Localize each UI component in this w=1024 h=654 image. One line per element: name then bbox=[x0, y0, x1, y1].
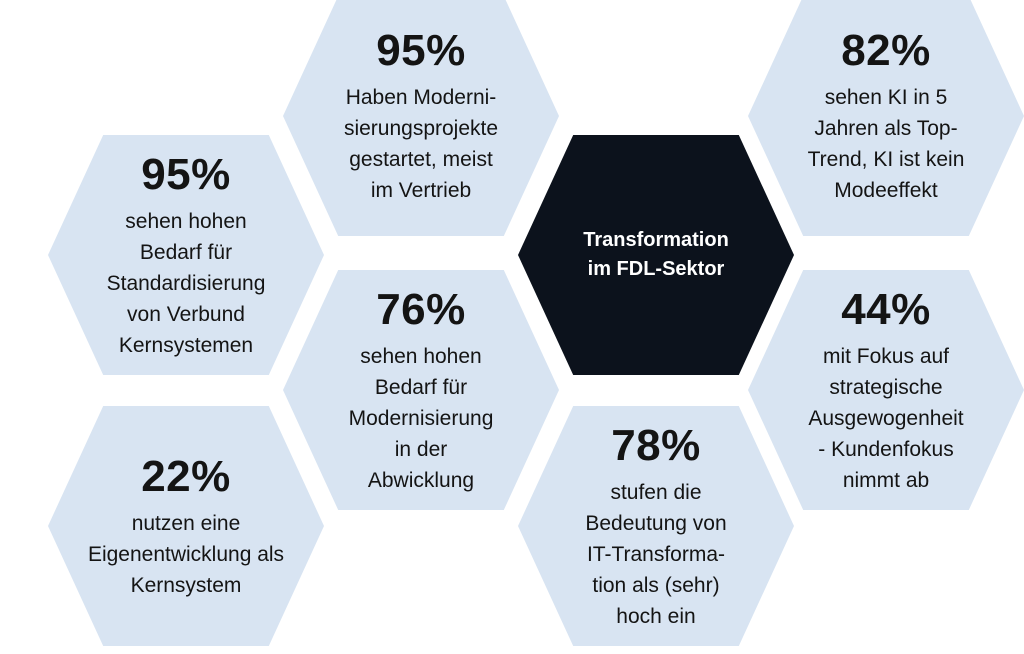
center-title: Transformation im FDL-Sektor bbox=[583, 229, 729, 280]
hex-standardization: 95% sehen hohen Bedarf für Standardisier… bbox=[48, 135, 324, 375]
hex-text: nutzen eine Eigenentwicklung als Kernsys… bbox=[87, 511, 285, 597]
hex-strategic-balance: 44% mit Fokus auf strategische Ausgewoge… bbox=[748, 270, 1024, 510]
hex-percent: 82% bbox=[841, 26, 931, 75]
hex-modernization-processing: 76% sehen hohen Bedarf für Modernisierun… bbox=[283, 270, 559, 510]
hex-percent: 78% bbox=[611, 420, 701, 470]
hex-percent: 95% bbox=[376, 26, 466, 75]
hex-text: mit Fokus auf strategische Ausgewogenhei… bbox=[808, 344, 964, 492]
hex-percent: 44% bbox=[841, 284, 931, 334]
hex-center-title: Transformation im FDL-Sektor bbox=[518, 135, 794, 375]
hex-it-transformation: 78% stufen die Bedeutung von IT-Transfor… bbox=[518, 406, 794, 646]
hex-text: sehen KI in 5 Jahren als Top- Trend, KI … bbox=[807, 86, 965, 202]
hex-percent: 22% bbox=[141, 451, 231, 501]
hex-modernization-projects: 95% Haben Moderni- sierungsprojekte gest… bbox=[283, 0, 559, 236]
hex-text: sehen hohen Bedarf für Standardisierung … bbox=[106, 209, 266, 357]
hex-text: stufen die Bedeutung von IT-Transforma- … bbox=[585, 480, 727, 628]
hex-ki-top-trend: 82% sehen KI in 5 Jahren als Top- Trend,… bbox=[748, 0, 1024, 236]
hex-text: sehen hohen Bedarf für Modernisierung in… bbox=[348, 344, 494, 492]
hex-percent: 95% bbox=[141, 149, 231, 199]
hex-text: Haben Moderni- sierungsprojekte gestarte… bbox=[343, 86, 499, 202]
hex-own-development: 22% nutzen eine Eigenentwicklung als Ker… bbox=[48, 406, 324, 646]
hex-percent: 76% bbox=[376, 284, 466, 334]
